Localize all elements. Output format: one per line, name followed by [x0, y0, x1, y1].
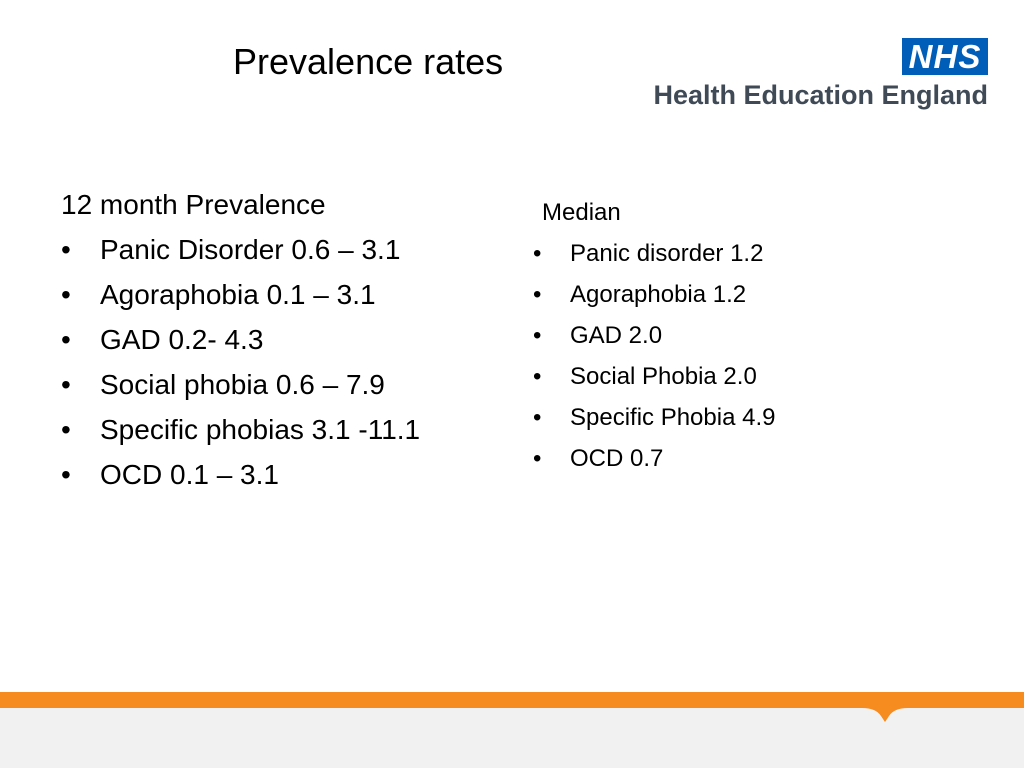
- bullet-icon: •: [61, 459, 71, 490]
- list-item-text: GAD 2.0: [570, 322, 663, 349]
- list-item-text: OCD 0.7: [570, 445, 664, 472]
- bullet-icon: •: [61, 279, 71, 310]
- median-column: Median • Panic disorder 1.2 • Agoraphobia …: [533, 195, 775, 479]
- list-item-text: Agoraphobia 0.1 – 3.1: [100, 279, 376, 310]
- twelve-month-prevalence-heading: 12 month Prevalence: [61, 189, 326, 220]
- list-item-text: Panic disorder 1.2: [570, 240, 764, 267]
- list-item-text: Specific phobias 3.1 -11.1: [100, 414, 421, 445]
- list-item-text: Social phobia 0.6 – 7.9: [100, 369, 385, 400]
- list-item: • OCD 0.7: [533, 438, 775, 479]
- bullet-icon: •: [533, 404, 542, 431]
- nhs-logo-box: NHS: [902, 38, 988, 75]
- footer-grey-base: [0, 708, 1024, 768]
- bullet-icon: •: [61, 414, 71, 445]
- bullet-icon: •: [61, 324, 71, 355]
- footer-notch-shape: [862, 704, 908, 722]
- list-item: • OCD 0.1 – 3.1: [61, 452, 420, 497]
- list-item-text: Social Phobia 2.0: [570, 363, 757, 390]
- median-heading: Median: [542, 199, 621, 226]
- list-item: • Social Phobia 2.0: [533, 356, 775, 397]
- bullet-icon: •: [61, 369, 71, 400]
- list-item-text: Panic Disorder 0.6 – 3.1: [100, 234, 401, 265]
- bullet-icon: •: [533, 363, 542, 390]
- list-item: • Panic disorder 1.2: [533, 233, 775, 274]
- list-item-text: Specific Phobia 4.9: [570, 404, 776, 431]
- list-item: • Panic Disorder 0.6 – 3.1: [61, 227, 420, 272]
- footer-orange-band: [0, 692, 1024, 708]
- list-item: • GAD 0.2- 4.3: [61, 317, 420, 362]
- bullet-icon: •: [61, 234, 71, 265]
- bullet-icon: •: [533, 322, 542, 349]
- bullet-icon: •: [533, 281, 542, 308]
- hee-logo-text: Health Education England: [653, 80, 988, 110]
- bullet-icon: •: [533, 240, 542, 267]
- list-item: • Agoraphobia 0.1 – 3.1: [61, 272, 420, 317]
- twelve-month-prevalence-list: • Panic Disorder 0.6 – 3.1 • Agoraphobia 0…: [61, 227, 420, 497]
- list-item: • GAD 2.0: [533, 315, 775, 356]
- list-item: • Agoraphobia 1.2: [533, 274, 775, 315]
- list-item: • Specific Phobia 4.9: [533, 397, 775, 438]
- list-item-text: GAD 0.2- 4.3: [100, 324, 264, 355]
- list-item: • Social phobia 0.6 – 7.9: [61, 362, 420, 407]
- list-item: • Specific phobias 3.1 -11.1: [61, 407, 420, 452]
- median-list: • Panic disorder 1.2 • Agoraphobia 1.2 • GA…: [533, 233, 775, 479]
- list-item-text: Agoraphobia 1.2: [570, 281, 747, 308]
- twelve-month-prevalence-column: 12 month Prevalence • Panic Disorder 0.6 …: [61, 183, 420, 497]
- slide-title: Prevalence rates: [233, 41, 504, 82]
- list-item-text: OCD 0.1 – 3.1: [100, 459, 279, 490]
- bullet-icon: •: [533, 445, 542, 472]
- hee-logo: NHS Health Education England: [636, 38, 988, 112]
